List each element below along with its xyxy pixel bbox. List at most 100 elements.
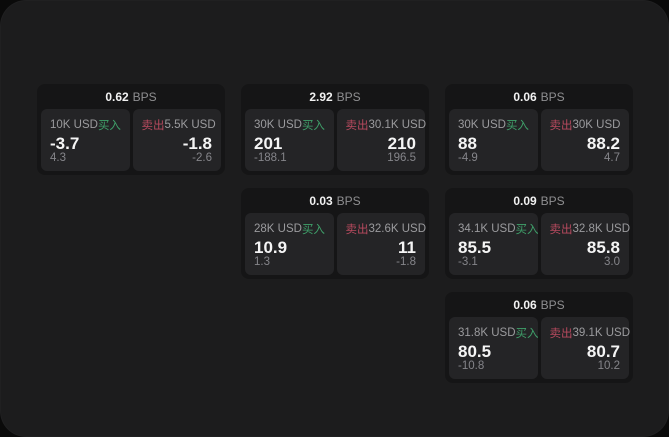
sell-side-label: 卖出 <box>345 224 369 236</box>
bps-unit: BPS <box>132 89 157 104</box>
bps-unit: BPS <box>336 89 361 104</box>
bps-header: 2.92 BPS <box>245 84 425 109</box>
quote-panels: 30K USD 买入 201 -188.1 卖出 30.1K USD 210 1… <box>245 109 427 171</box>
bps-header: 0.09 BPS <box>449 188 629 213</box>
sell-price: 210 <box>387 133 416 153</box>
sell-price: 80.7 <box>586 341 620 361</box>
quote-panels: 28K USD 买入 10.9 1.3 卖出 32.6K USD 11 -1.8 <box>245 213 427 275</box>
buy-price: 10.9 <box>254 237 288 257</box>
sell-delta: -2.6 <box>192 151 212 164</box>
bps-header: 0.62 BPS <box>41 84 221 109</box>
sell-tile-header: 卖出 39.1K USD <box>549 325 631 341</box>
buy-side-label: 买入 <box>505 120 529 132</box>
sell-side-label: 卖出 <box>345 120 369 132</box>
buy-side-label: 买入 <box>515 224 539 236</box>
buy-amount: 30K USD <box>254 119 302 131</box>
buy-side-label: 买入 <box>301 120 325 132</box>
buy-price: 201 <box>254 133 283 153</box>
buy-quote-tile[interactable]: 30K USD 买入 88 -4.9 <box>449 109 538 171</box>
bps-header: 0.06 BPS <box>449 292 629 317</box>
bps-header: 0.06 BPS <box>449 84 629 109</box>
buy-delta: -10.8 <box>458 359 485 372</box>
sell-amount: 30K USD <box>572 119 621 131</box>
quote-panels: 30K USD 买入 88 -4.9 卖出 30K USD 88.2 4.7 <box>449 109 629 171</box>
bps-unit: BPS <box>336 193 361 208</box>
sell-price: 85.8 <box>586 237 620 257</box>
buy-price: -3.7 <box>50 133 80 153</box>
sell-tile-header: 卖出 5.5K USD <box>141 117 216 133</box>
buy-amount: 34.1K USD <box>458 223 516 235</box>
buy-amount: 28K USD <box>254 223 302 235</box>
buy-quote-tile[interactable]: 31.8K USD 买入 80.5 -10.8 <box>449 317 539 379</box>
bps-value: 0.06 <box>513 297 537 312</box>
buy-quote-tile[interactable]: 10K USD 买入 -3.7 4.3 <box>41 109 130 171</box>
sell-quote-tile[interactable]: 卖出 32.6K USD 11 -1.8 <box>336 213 427 275</box>
sell-side-label: 卖出 <box>549 224 573 236</box>
sell-amount: 39.1K USD <box>572 327 631 339</box>
quote-panels: 10K USD 买入 -3.7 4.3 卖出 5.5K USD -1.8 -2.… <box>41 109 221 171</box>
sell-price: 11 <box>398 237 416 257</box>
buy-delta: -188.1 <box>254 151 287 164</box>
buy-tile-header: 30K USD 买入 <box>458 117 529 133</box>
bps-unit: BPS <box>540 89 565 104</box>
sell-delta: -1.8 <box>396 255 416 268</box>
buy-delta: 1.3 <box>254 255 270 268</box>
bps-unit: BPS <box>540 297 565 312</box>
bps-header: 0.03 BPS <box>245 188 425 213</box>
sell-price: -1.8 <box>182 133 212 153</box>
sell-quote-tile[interactable]: 卖出 30.1K USD 210 196.5 <box>336 109 427 171</box>
bps-value: 0.06 <box>513 89 537 104</box>
buy-side-label: 买入 <box>515 328 539 340</box>
sell-delta: 4.7 <box>604 151 620 164</box>
buy-quote-tile[interactable]: 28K USD 买入 10.9 1.3 <box>245 213 334 275</box>
buy-tile-header: 34.1K USD 买入 <box>458 221 539 237</box>
sell-tile-header: 卖出 32.8K USD <box>549 221 631 237</box>
buy-tile-header: 31.8K USD 买入 <box>458 325 539 341</box>
sell-amount: 32.6K USD <box>368 223 427 235</box>
quote-panels: 34.1K USD 买入 85.5 -3.1 卖出 32.8K USD 85.8… <box>449 213 631 275</box>
sell-amount: 5.5K USD <box>164 119 216 131</box>
quote-card-1: 0.62 BPS 10K USD 买入 -3.7 4.3 卖出 5.5K USD <box>37 84 225 175</box>
sell-delta: 3.0 <box>604 255 620 268</box>
buy-side-label: 买入 <box>301 224 325 236</box>
buy-amount: 30K USD <box>458 119 506 131</box>
buy-amount: 10K USD <box>50 119 98 131</box>
sell-quote-tile[interactable]: 卖出 5.5K USD -1.8 -2.6 <box>132 109 221 171</box>
buy-quote-tile[interactable]: 30K USD 买入 201 -188.1 <box>245 109 334 171</box>
sell-amount: 32.8K USD <box>572 223 631 235</box>
bps-value: 0.03 <box>309 193 333 208</box>
bps-unit: BPS <box>540 193 565 208</box>
quote-card-6: 0.06 BPS 31.8K USD 买入 80.5 -10.8 卖出 39.1… <box>445 292 633 383</box>
quote-card-3: 0.06 BPS 30K USD 买入 88 -4.9 卖出 30K USD <box>445 84 633 175</box>
sell-tile-header: 卖出 30.1K USD <box>345 117 427 133</box>
sell-side-label: 卖出 <box>141 120 165 132</box>
quote-card-2: 2.92 BPS 30K USD 买入 201 -188.1 卖出 30.1K … <box>241 84 429 175</box>
buy-price: 85.5 <box>458 237 492 257</box>
sell-side-label: 卖出 <box>549 120 573 132</box>
buy-side-label: 买入 <box>97 120 121 132</box>
quote-card-5: 0.09 BPS 34.1K USD 买入 85.5 -3.1 卖出 32.8K… <box>445 188 633 279</box>
buy-price: 80.5 <box>458 341 492 361</box>
sell-tile-header: 卖出 32.6K USD <box>345 221 427 237</box>
buy-tile-header: 10K USD 买入 <box>50 117 121 133</box>
sell-quote-tile[interactable]: 卖出 32.8K USD 85.8 3.0 <box>540 213 631 275</box>
quote-cards-grid: 0.62 BPS 10K USD 买入 -3.7 4.3 卖出 5.5K USD <box>37 84 633 383</box>
quote-panels: 31.8K USD 买入 80.5 -10.8 卖出 39.1K USD 80.… <box>449 317 631 379</box>
sell-quote-tile[interactable]: 卖出 30K USD 88.2 4.7 <box>540 109 629 171</box>
buy-price: 88 <box>458 133 477 153</box>
sell-side-label: 卖出 <box>549 328 573 340</box>
buy-tile-header: 28K USD 买入 <box>254 221 325 237</box>
buy-tile-header: 30K USD 买入 <box>254 117 325 133</box>
sell-tile-header: 卖出 30K USD <box>550 117 621 133</box>
buy-delta: -4.9 <box>458 151 478 164</box>
bps-value: 0.09 <box>513 193 537 208</box>
sell-quote-tile[interactable]: 卖出 39.1K USD 80.7 10.2 <box>540 317 631 379</box>
quote-card-4: 0.03 BPS 28K USD 买入 10.9 1.3 卖出 32.6K US… <box>241 188 429 279</box>
sell-delta: 196.5 <box>387 151 416 164</box>
buy-delta: -3.1 <box>458 255 478 268</box>
bps-value: 0.62 <box>105 89 129 104</box>
sell-amount: 30.1K USD <box>368 119 427 131</box>
buy-quote-tile[interactable]: 34.1K USD 买入 85.5 -3.1 <box>449 213 539 275</box>
buy-delta: 4.3 <box>50 151 66 164</box>
